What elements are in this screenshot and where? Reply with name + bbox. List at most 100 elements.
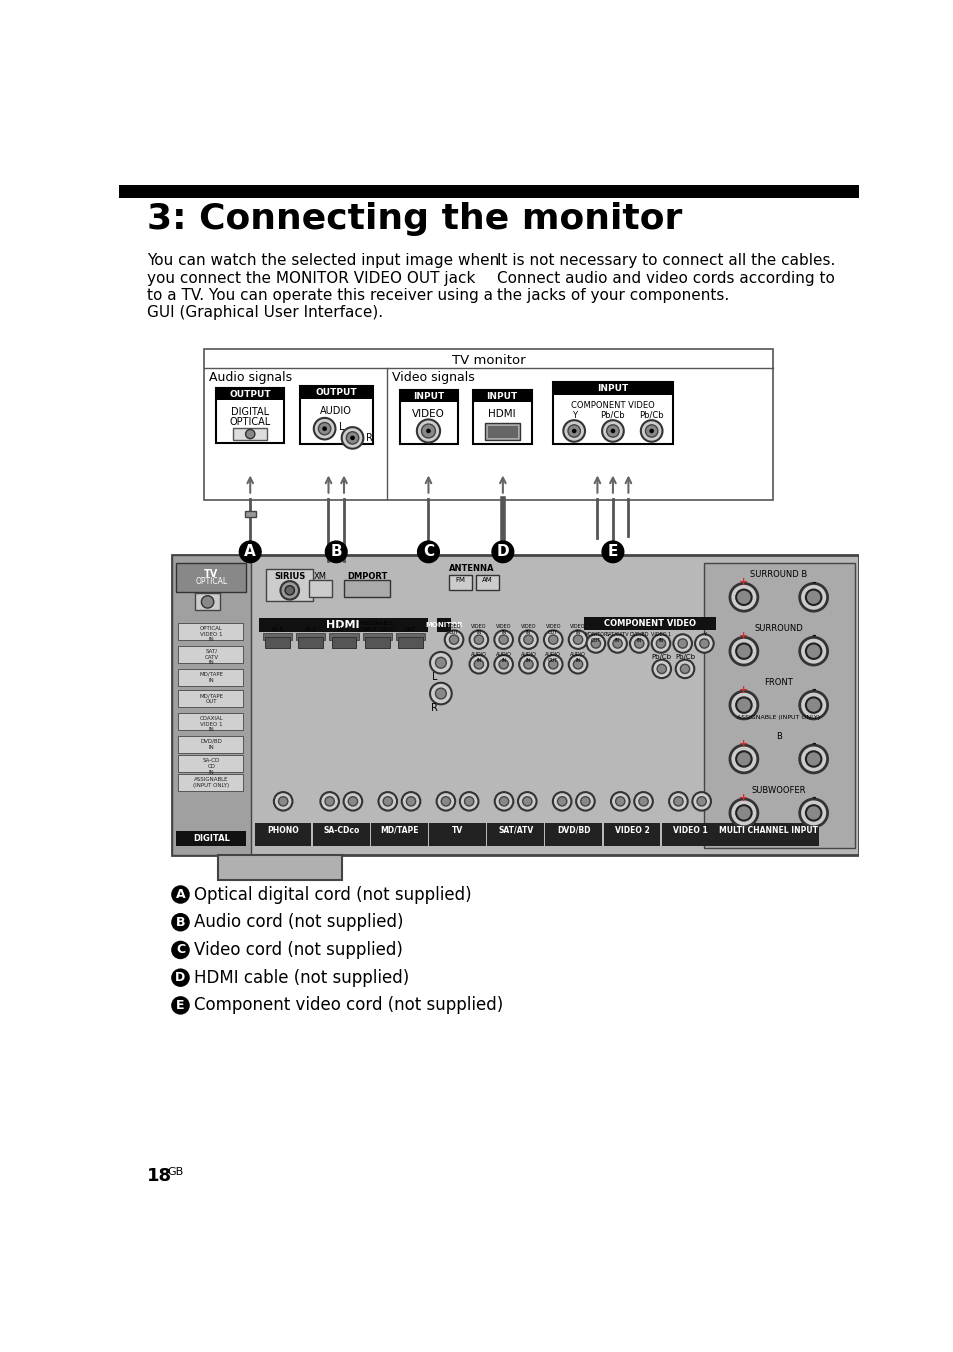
Circle shape	[699, 639, 708, 648]
Text: D: D	[497, 545, 509, 560]
Circle shape	[285, 585, 294, 595]
Circle shape	[568, 654, 587, 673]
Circle shape	[401, 792, 420, 811]
Text: DIGITAL: DIGITAL	[193, 834, 230, 842]
Text: FM: FM	[455, 576, 465, 583]
Bar	[484, 423, 519, 441]
Circle shape	[799, 691, 827, 719]
Circle shape	[729, 745, 757, 773]
Text: OPTICAL: OPTICAL	[195, 576, 228, 585]
Circle shape	[318, 422, 331, 435]
Text: TV: TV	[204, 569, 218, 579]
Text: Pb/Cb: Pb/Cb	[639, 411, 663, 420]
Circle shape	[417, 541, 439, 562]
Text: Video signals: Video signals	[392, 370, 475, 384]
Circle shape	[675, 660, 694, 679]
Text: AUDIO
IN: AUDIO IN	[496, 652, 511, 662]
Circle shape	[494, 630, 513, 649]
Circle shape	[729, 691, 757, 719]
Circle shape	[435, 688, 446, 699]
Circle shape	[474, 635, 483, 645]
Circle shape	[692, 792, 710, 811]
Circle shape	[799, 745, 827, 773]
Bar	[298, 637, 323, 648]
Circle shape	[343, 792, 362, 811]
Circle shape	[573, 660, 582, 669]
Bar	[429, 823, 485, 846]
Bar	[583, 617, 716, 630]
Text: DIGITAL: DIGITAL	[231, 407, 269, 418]
Bar	[178, 691, 243, 707]
Bar	[178, 713, 243, 730]
Circle shape	[610, 792, 629, 811]
Text: -: -	[810, 792, 815, 803]
Circle shape	[553, 792, 571, 811]
Text: AUDIO
IN: AUDIO IN	[570, 652, 585, 662]
Text: A: A	[244, 545, 255, 560]
Text: COMPONENT VIDEO: COMPONENT VIDEO	[571, 402, 654, 410]
Text: SURROUND: SURROUND	[754, 625, 802, 633]
Bar	[178, 775, 243, 791]
Bar	[299, 387, 373, 399]
Circle shape	[568, 630, 587, 649]
Text: AUDIO: AUDIO	[320, 406, 352, 415]
Circle shape	[435, 657, 446, 668]
Bar	[309, 580, 332, 596]
Circle shape	[629, 634, 648, 653]
Circle shape	[736, 589, 751, 604]
Text: SAT/CATV
IN: SAT/CATV IN	[605, 631, 629, 642]
Text: INPUT: INPUT	[413, 392, 444, 400]
Bar	[371, 823, 427, 846]
Circle shape	[634, 792, 652, 811]
Text: R: R	[366, 433, 373, 442]
Text: E: E	[607, 545, 618, 560]
Circle shape	[245, 430, 254, 438]
Circle shape	[805, 806, 821, 821]
Text: VIDEO 2: VIDEO 2	[614, 826, 649, 836]
Text: ASSIGNABLE (INPUT ONLY): ASSIGNABLE (INPUT ONLY)	[737, 715, 820, 721]
Text: AUDIO
OUT: AUDIO OUT	[545, 652, 560, 662]
Bar	[265, 637, 290, 648]
Bar	[399, 391, 457, 403]
Text: You can watch the selected input image when
you connect the MONITOR VIDEO OUT ja: You can watch the selected input image w…	[147, 253, 498, 320]
Text: +: +	[739, 792, 748, 803]
Circle shape	[657, 664, 666, 673]
Text: Pb/Cb: Pb/Cb	[600, 411, 624, 420]
Bar	[545, 823, 601, 846]
Circle shape	[543, 630, 562, 649]
Circle shape	[695, 634, 713, 653]
Circle shape	[679, 664, 689, 673]
Text: -: -	[810, 577, 815, 587]
Bar	[216, 388, 284, 400]
Circle shape	[697, 796, 705, 806]
Text: Audio cord (not supplied): Audio cord (not supplied)	[193, 913, 403, 932]
Text: HDMI cable (not supplied): HDMI cable (not supplied)	[193, 968, 409, 987]
Bar	[233, 427, 267, 441]
Bar	[448, 575, 472, 591]
Text: IN 1: IN 1	[338, 627, 349, 631]
Circle shape	[469, 630, 488, 649]
Text: TV: TV	[452, 826, 462, 836]
Bar	[295, 634, 325, 639]
Circle shape	[444, 630, 463, 649]
Bar	[299, 387, 373, 443]
Text: SURROUND B: SURROUND B	[749, 571, 806, 580]
Bar	[487, 823, 543, 846]
Circle shape	[576, 792, 594, 811]
Bar	[172, 554, 251, 856]
Circle shape	[543, 654, 562, 673]
Circle shape	[649, 429, 654, 433]
Text: L: L	[338, 422, 344, 431]
Circle shape	[274, 792, 293, 811]
Text: OUT: OUT	[404, 627, 416, 631]
Circle shape	[601, 420, 623, 442]
Bar	[178, 623, 243, 639]
Text: HDMI: HDMI	[488, 410, 516, 419]
Circle shape	[406, 796, 416, 806]
Text: A: A	[175, 888, 185, 900]
Text: VIDEO
OUT: VIDEO OUT	[545, 625, 560, 635]
Bar	[313, 823, 369, 846]
Circle shape	[548, 635, 558, 645]
Circle shape	[171, 913, 190, 932]
Text: DVD/BD
IN: DVD/BD IN	[629, 631, 648, 642]
